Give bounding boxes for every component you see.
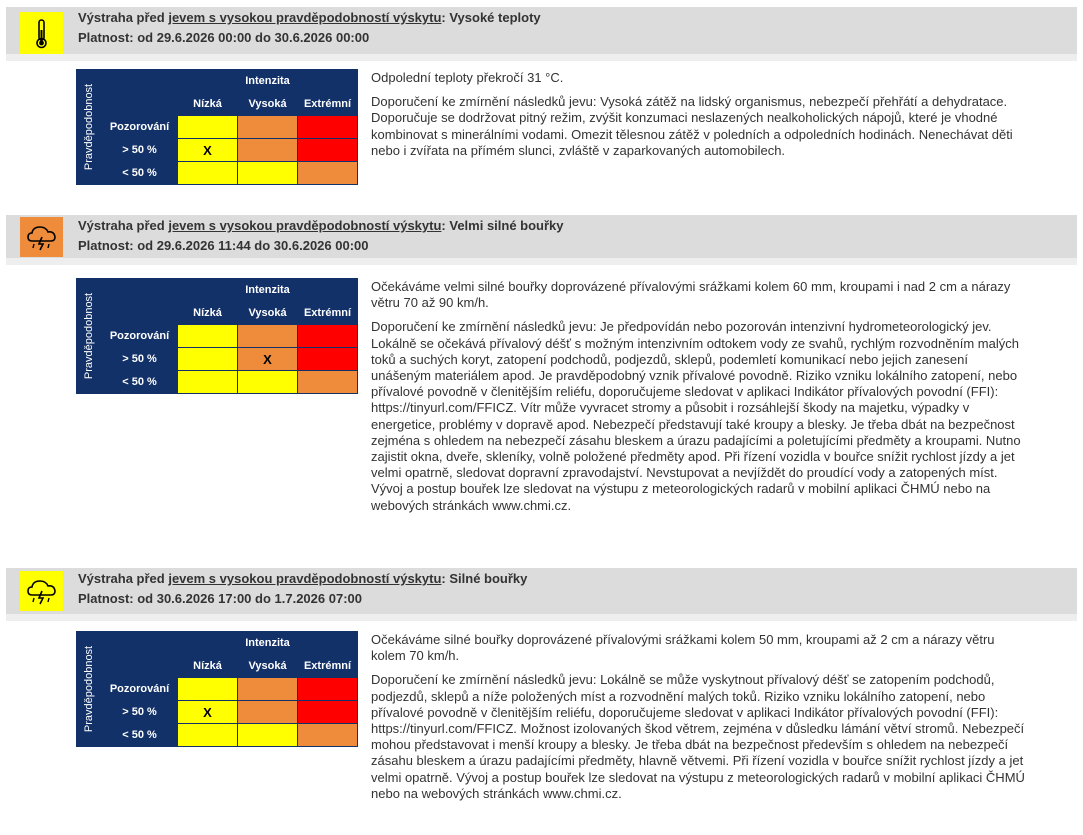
matrix-corner <box>101 69 178 116</box>
phenomenon-description: Očekáváme velmi silné bouřky doprovázené… <box>371 279 1011 311</box>
cell-lt50-high <box>237 161 298 185</box>
header-separator <box>6 614 1077 621</box>
cell-observed-low <box>177 324 238 348</box>
warning-description: Odpolední teploty překročí 31 °C. Doporu… <box>371 70 1031 167</box>
risk-matrix: Pravděpodobnost Intenzita Nízká Vysoká E… <box>76 69 358 185</box>
warning-icon-box <box>20 12 63 55</box>
cell-lt50-low <box>177 161 238 185</box>
cell-lt50-extreme <box>297 370 358 394</box>
col-extreme: Extrémní <box>297 92 358 116</box>
probability-axis-label: Pravděpodobnost <box>76 278 102 394</box>
col-high: Vysoká <box>237 92 298 116</box>
row-lt50: < 50 % <box>101 161 178 185</box>
col-low: Nízká <box>177 654 238 678</box>
cell-gt50-low <box>177 347 238 371</box>
recommendation-text: Doporučení ke zmírnění následků jevu: Vy… <box>371 94 1013 158</box>
title-prefix: Výstraha před <box>78 218 169 233</box>
header-separator <box>6 54 1077 61</box>
row-observed: Pozorování <box>101 115 178 139</box>
cell-observed-extreme <box>297 677 358 701</box>
intensity-header: Intenzita <box>177 278 358 302</box>
cell-observed-extreme <box>297 324 358 348</box>
row-gt50: > 50 % <box>101 347 178 371</box>
phenomenon-description: Očekáváme silné bouřky doprovázené příva… <box>371 632 995 664</box>
cell-observed-low <box>177 677 238 701</box>
warning-icon-box <box>20 217 63 257</box>
cell-gt50-high-marked: X <box>237 347 298 371</box>
col-low: Nízká <box>177 92 238 116</box>
risk-matrix: Pravděpodobnost Intenzita Nízká Vysoká E… <box>76 631 358 747</box>
cell-gt50-high <box>237 138 298 162</box>
cell-observed-extreme <box>297 115 358 139</box>
warning-title: Výstraha před jevem s vysokou pravděpodo… <box>78 218 564 233</box>
cell-observed-high <box>237 115 298 139</box>
recommendation-text: Doporučení ke zmírnění následků jevu: Je… <box>371 319 1021 513</box>
col-extreme: Extrémní <box>297 654 358 678</box>
col-low: Nízká <box>177 301 238 325</box>
warning-description: Očekáváme velmi silné bouřky doprovázené… <box>371 279 1031 522</box>
cell-observed-high <box>237 677 298 701</box>
cell-gt50-low-marked: X <box>177 138 238 162</box>
cell-lt50-extreme <box>297 161 358 185</box>
intensity-header: Intenzita <box>177 69 358 93</box>
probability-link[interactable]: jevem s vysokou pravděpodobností výskytu <box>168 10 442 25</box>
warning-header: Výstraha před jevem s vysokou pravděpodo… <box>6 215 1077 265</box>
row-observed: Pozorování <box>101 677 178 701</box>
probability-axis-label: Pravděpodobnost <box>76 69 102 185</box>
cell-gt50-extreme <box>297 700 358 724</box>
probability-link[interactable]: jevem s vysokou pravděpodobností výskytu <box>168 218 442 233</box>
header-separator <box>6 258 1077 265</box>
cell-gt50-extreme <box>297 347 358 371</box>
warning-title: Výstraha před jevem s vysokou pravděpodo… <box>78 571 527 586</box>
col-high: Vysoká <box>237 654 298 678</box>
warning-validity: Platnost: od 29.6.2026 11:44 do 30.6.202… <box>78 238 369 253</box>
warning-validity: Platnost: od 30.6.2026 17:00 do 1.7.2026… <box>78 591 362 606</box>
row-lt50: < 50 % <box>101 723 178 747</box>
cell-lt50-low <box>177 723 238 747</box>
cell-lt50-extreme <box>297 723 358 747</box>
matrix-corner <box>101 631 178 678</box>
cell-gt50-high <box>237 700 298 724</box>
cell-gt50-low-marked: X <box>177 700 238 724</box>
warning-header: Výstraha před jevem s vysokou pravděpodo… <box>6 7 1077 61</box>
row-gt50: > 50 % <box>101 700 178 724</box>
col-high: Vysoká <box>237 301 298 325</box>
col-extreme: Extrémní <box>297 301 358 325</box>
row-lt50: < 50 % <box>101 370 178 394</box>
warning-description: Očekáváme silné bouřky doprovázené příva… <box>371 632 1031 810</box>
cell-lt50-low <box>177 370 238 394</box>
cell-gt50-extreme <box>297 138 358 162</box>
risk-matrix: Pravděpodobnost Intenzita Nízká Vysoká E… <box>76 278 358 394</box>
intensity-header: Intenzita <box>177 631 358 655</box>
cell-observed-low <box>177 115 238 139</box>
probability-link[interactable]: jevem s vysokou pravděpodobností výskytu <box>168 571 442 586</box>
title-prefix: Výstraha před <box>78 571 169 586</box>
thermometer-icon <box>36 19 47 49</box>
row-gt50: > 50 % <box>101 138 178 162</box>
warning-header: Výstraha před jevem s vysokou pravděpodo… <box>6 568 1077 621</box>
title-phenomenon: : Silné bouřky <box>441 571 528 586</box>
cell-lt50-high <box>237 723 298 747</box>
matrix-corner <box>101 278 178 325</box>
warning-title: Výstraha před jevem s vysokou pravděpodo… <box>78 10 541 25</box>
phenomenon-description: Odpolední teploty překročí 31 °C. <box>371 70 564 85</box>
title-phenomenon: : Vysoké teploty <box>441 10 541 25</box>
probability-axis-label: Pravděpodobnost <box>76 631 102 747</box>
title-phenomenon: : Velmi silné bouřky <box>441 218 564 233</box>
warning-icon-box <box>20 571 63 611</box>
warning-validity: Platnost: od 29.6.2026 00:00 do 30.6.202… <box>78 30 370 45</box>
row-observed: Pozorování <box>101 324 178 348</box>
title-prefix: Výstraha před <box>78 10 169 25</box>
recommendation-text: Doporučení ke zmírnění následků jevu: Lo… <box>371 672 1025 801</box>
thunderstorm-cloud-icon <box>27 226 56 251</box>
cell-lt50-high <box>237 370 298 394</box>
cell-observed-high <box>237 324 298 348</box>
thunderstorm-cloud-icon <box>27 580 56 605</box>
